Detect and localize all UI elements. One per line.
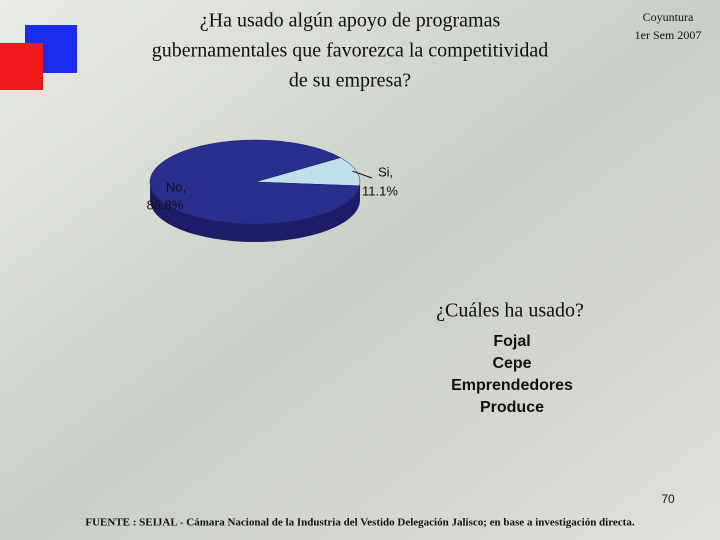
category-label: No, <box>166 179 186 194</box>
pie-slice <box>254 157 361 187</box>
footer: FUENTE : SEIJAL - Cámara Nacional de la … <box>85 517 634 529</box>
title-line: gubernamentales que favorezca la competi… <box>152 40 548 62</box>
value-label: 11.1% <box>362 183 398 198</box>
page-number: 70 <box>661 492 675 506</box>
pie-side <box>150 182 360 242</box>
category-label: Si, <box>378 164 393 179</box>
program: Emprendedores <box>451 377 573 394</box>
pie-chart: Si, 11.1% No, 86.8% <box>147 139 398 242</box>
value-label: 86.8% <box>147 197 184 212</box>
corner-note: Coyuntura <box>643 10 694 24</box>
deco-square-red <box>0 43 43 90</box>
title-line: ¿Ha usado algún apoyo de programas <box>200 10 501 32</box>
question: ¿Cuáles ha usado? <box>436 300 584 322</box>
title-line: de su empresa? <box>289 70 411 92</box>
program: Produce <box>480 399 544 416</box>
leader-line <box>352 170 373 179</box>
program: Cepe <box>492 355 531 372</box>
pie-slice <box>149 139 360 225</box>
corner-note: 1er Sem 2007 <box>635 28 702 42</box>
program: Fojal <box>493 333 530 350</box>
